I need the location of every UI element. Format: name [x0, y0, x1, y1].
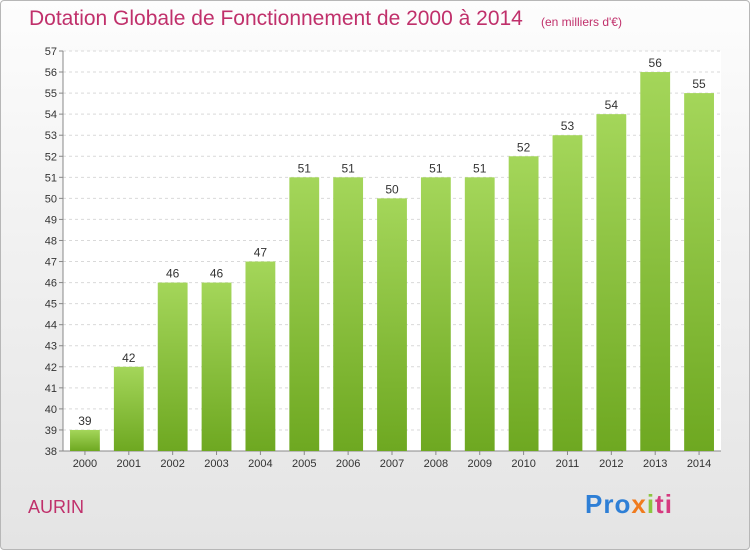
x-tick-label: 2012 [599, 458, 623, 470]
bar [508, 156, 539, 451]
x-tick-label: 2014 [687, 458, 711, 470]
bar-value-label: 46 [166, 267, 180, 281]
y-tick-label: 54 [45, 109, 57, 121]
bar [201, 282, 232, 451]
bar-value-label: 53 [561, 119, 575, 133]
bar [377, 198, 407, 451]
logo-part: Pro [585, 489, 632, 519]
y-tick-label: 48 [45, 235, 57, 247]
bar-value-label: 51 [473, 161, 487, 175]
x-tick-label: 2009 [467, 458, 491, 470]
x-tick-label: 2008 [424, 458, 448, 470]
y-tick-label: 38 [45, 446, 57, 458]
y-tick-label: 46 [45, 278, 57, 290]
y-tick-label: 52 [45, 151, 57, 163]
x-tick-label: 2013 [643, 458, 667, 470]
bar [333, 177, 364, 451]
x-tick-label: 2010 [511, 458, 535, 470]
x-tick-label: 2007 [380, 458, 404, 470]
y-tick-label: 42 [45, 362, 57, 374]
y-tick-label: 47 [45, 257, 57, 269]
logo-part: x [631, 489, 647, 519]
bar-value-label: 51 [341, 161, 355, 175]
y-tick-label: 40 [45, 404, 57, 416]
chart-subtitle: (en milliers d'€) [541, 15, 622, 29]
bar [684, 93, 714, 452]
bar [157, 282, 188, 451]
y-tick-label: 43 [45, 341, 57, 353]
proxiti-logo: Proxiti [585, 489, 673, 520]
y-tick-label: 49 [45, 214, 57, 226]
y-tick-label: 41 [45, 383, 57, 395]
bar [552, 135, 583, 452]
y-tick-label: 51 [45, 172, 57, 184]
bar-value-label: 55 [692, 77, 706, 91]
y-tick-label: 53 [45, 130, 57, 142]
x-tick-label: 2006 [336, 458, 360, 470]
bar-value-label: 50 [385, 182, 399, 196]
x-tick-label: 2004 [248, 458, 272, 470]
x-tick-label: 2011 [556, 458, 580, 470]
bar-value-label: 54 [605, 98, 619, 112]
bar-value-label: 56 [649, 56, 663, 70]
bar-value-label: 51 [429, 161, 443, 175]
x-tick-label: 2005 [292, 458, 316, 470]
y-tick-label: 44 [45, 320, 57, 332]
bar-value-label: 39 [78, 414, 92, 428]
bar-value-label: 42 [122, 351, 136, 365]
x-tick-label: 2000 [73, 458, 97, 470]
bar-value-label: 47 [254, 246, 268, 260]
bar [245, 261, 276, 451]
bar [70, 429, 100, 451]
logo-part: ti [655, 489, 673, 519]
logo-part: i [646, 489, 656, 519]
bar-value-label: 52 [517, 140, 531, 154]
x-tick-label: 2002 [160, 458, 184, 470]
bar [113, 366, 144, 451]
bar-value-label: 46 [210, 267, 224, 281]
x-tick-label: 2001 [117, 458, 141, 470]
y-tick-label: 39 [45, 425, 57, 437]
bar [464, 177, 495, 451]
commune-name: AURIN [28, 497, 85, 517]
bar-value-label: 51 [298, 161, 312, 175]
x-tick-label: 2003 [204, 458, 228, 470]
bar [420, 177, 451, 451]
y-tick-label: 56 [45, 67, 57, 79]
y-tick-label: 45 [45, 299, 57, 311]
bar [640, 72, 671, 451]
chart-title: Dotation Globale de Fonctionnement de 20… [29, 7, 523, 30]
y-tick-label: 57 [45, 46, 57, 58]
bar [596, 114, 627, 451]
y-tick-label: 55 [45, 88, 57, 100]
y-tick-label: 50 [45, 193, 57, 205]
bar [289, 177, 320, 451]
